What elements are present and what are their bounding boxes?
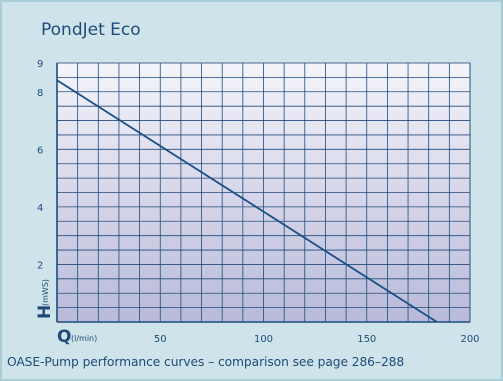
y-tick-label: 2 [37,260,43,271]
y-axis-unit: (mWS) [41,279,50,306]
y-tick-label: 8 [37,88,43,99]
chart-title: PondJet Eco [41,20,141,40]
x-tick-label: 50 [154,334,167,345]
x-tick-label: 200 [460,334,479,345]
y-tick-label: 4 [37,203,43,214]
x-tick-label: 100 [254,334,273,345]
x-tick-label: 150 [357,334,376,345]
y-axis-label: H [35,305,55,319]
footer-note: OASE-Pump performance curves – compariso… [7,355,405,369]
performance-curve [56,79,438,323]
y-tick-label: 9 [37,59,43,70]
y-tick-label: 6 [37,145,43,156]
x-axis-label: Q [57,327,71,347]
x-axis-unit: (l/min) [71,334,97,343]
